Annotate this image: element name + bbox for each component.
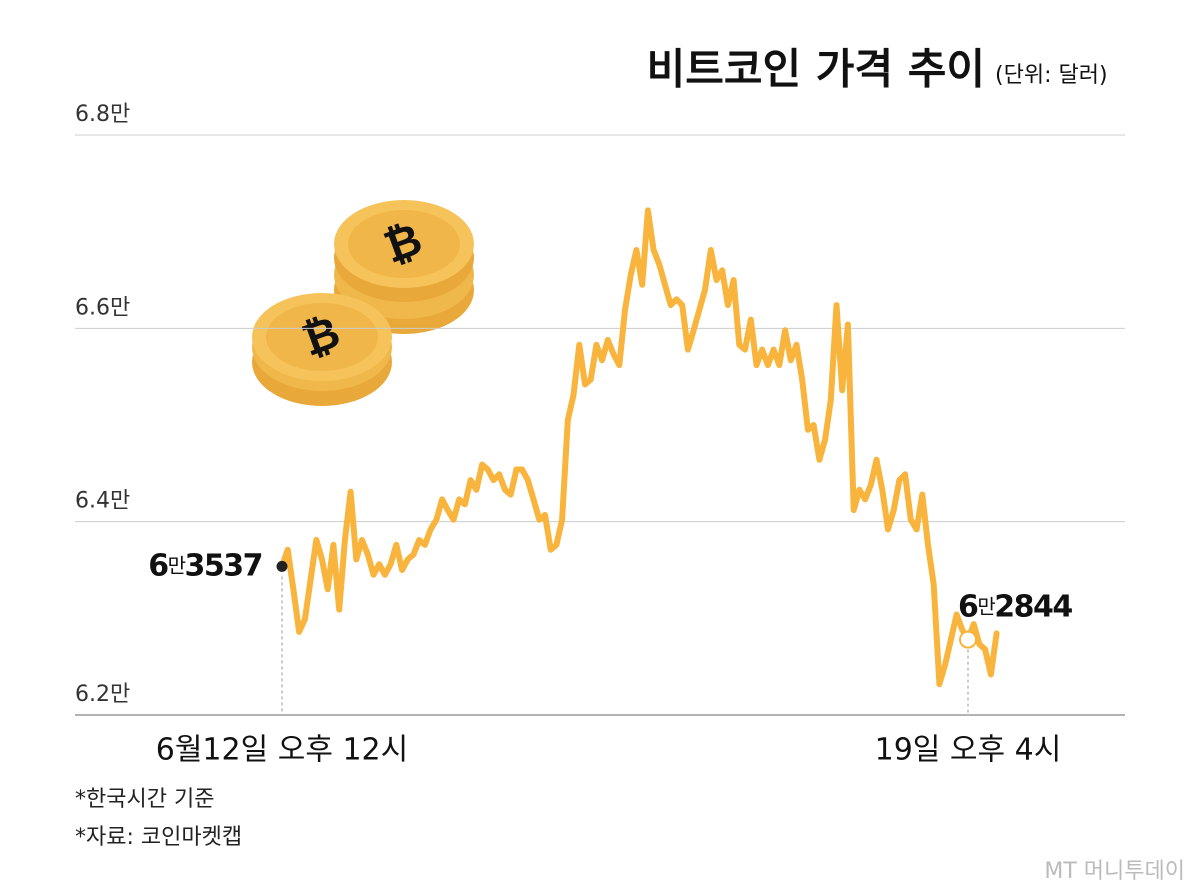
coins-illustration: ₿ ₿ xyxy=(252,200,474,406)
chart-subtitle: (단위: 달러) xyxy=(995,63,1108,88)
x-tick-label: 19일 오후 4시 xyxy=(875,733,1062,768)
chart-title: 비트코인 가격 추이 xyxy=(647,45,985,94)
y-tick-label: 6.6만 xyxy=(75,295,130,320)
price-line xyxy=(279,207,1000,688)
x-tick-label: 6월12일 오후 12시 xyxy=(156,733,409,768)
value-label: 6만2844 xyxy=(958,589,1072,624)
y-tick-label: 6.4만 xyxy=(75,489,130,514)
y-tick-label: 6.8만 xyxy=(75,102,130,127)
note: *한국시간 기준 xyxy=(75,787,214,812)
value-label: 6만3537 xyxy=(148,548,262,583)
end-point xyxy=(959,630,977,649)
watermark: MT 머니투데이 xyxy=(1044,859,1185,884)
y-tick-label: 6.2만 xyxy=(75,682,130,707)
note: *자료: 코인마켓캡 xyxy=(75,825,242,850)
start-point xyxy=(276,560,288,572)
